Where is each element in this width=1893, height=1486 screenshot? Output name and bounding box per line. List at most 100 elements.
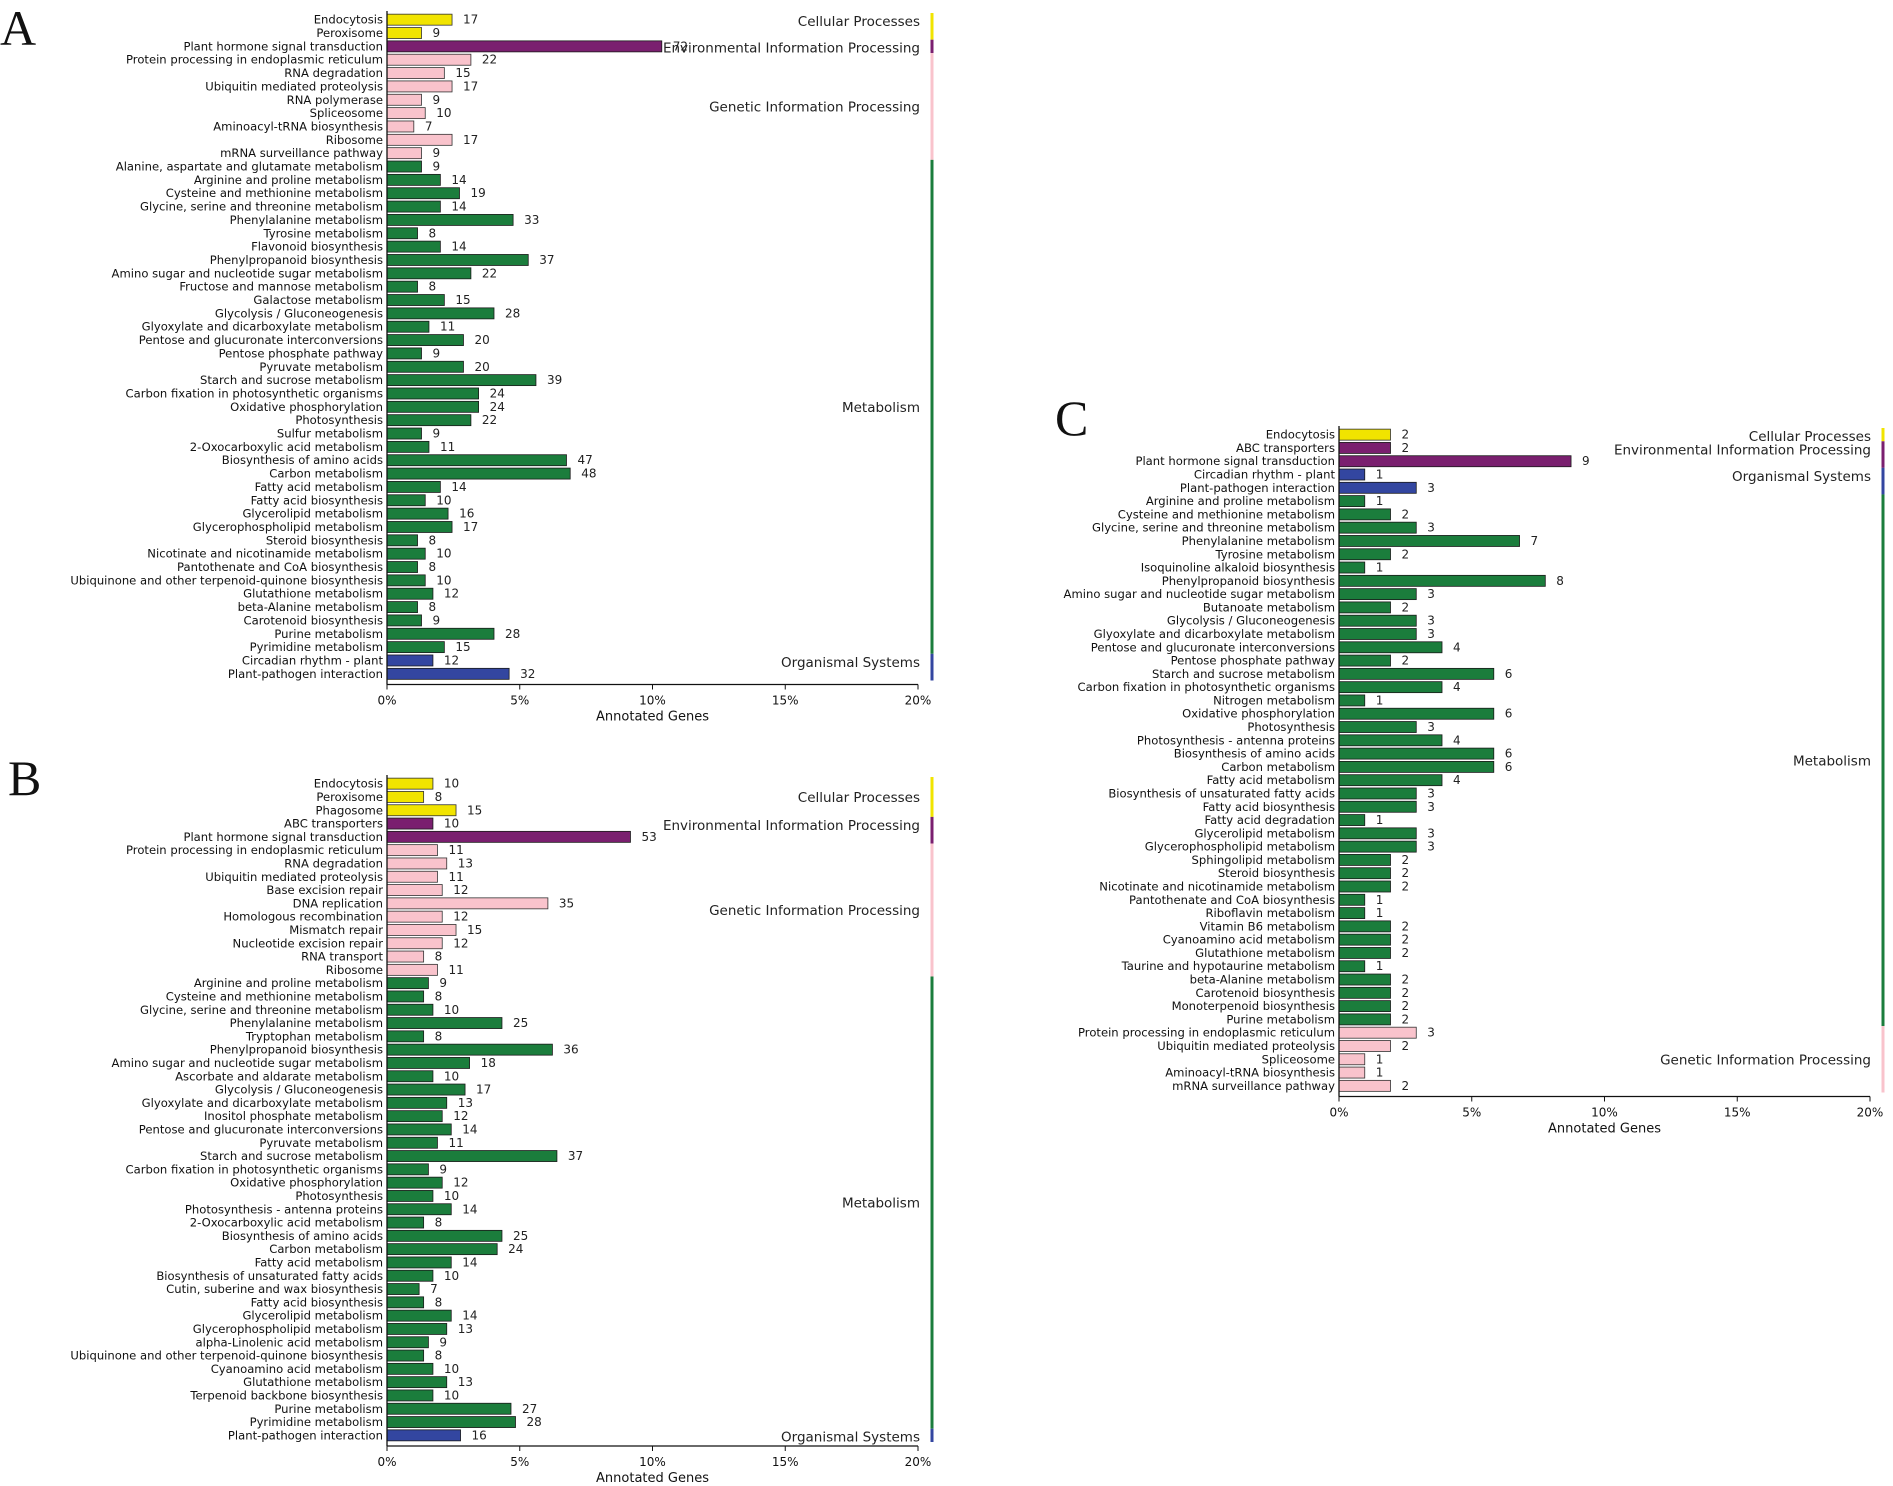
- bar-cyanoamino-acid-metabolism: [1338, 933, 1391, 946]
- category-label: Cysteine and methionine metabolism: [1118, 507, 1335, 521]
- category-label: Purine metabolism: [274, 627, 383, 641]
- value-label: 10: [436, 547, 451, 561]
- category-label: Nitrogen metabolism: [1213, 693, 1335, 707]
- value-label: 2: [1402, 880, 1410, 894]
- bar-glycerophospholipid-metabolism: [386, 1323, 448, 1335]
- category-label: Fatty acid metabolism: [1207, 773, 1335, 787]
- x-tick-label: 15%: [1724, 1106, 1751, 1120]
- value-label: 20: [474, 360, 489, 374]
- bar-ubiquitin-mediated-proteolysis: [386, 870, 438, 883]
- bar-nitrogen-metabolism: [1338, 694, 1366, 707]
- value-label: 2: [1402, 946, 1410, 960]
- group-label-organismal-systems: Organismal Systems: [781, 1430, 920, 1446]
- value-label: 9: [433, 93, 441, 107]
- category-label: Glycine, serine and threonine metabolism: [140, 200, 383, 214]
- value-label: 3: [1427, 840, 1435, 854]
- value-label: 8: [429, 533, 437, 547]
- category-label: Pentose and glucuronate interconversions: [139, 1122, 383, 1136]
- value-label: 9: [433, 427, 441, 441]
- category-label: Sulfur metabolism: [277, 427, 383, 441]
- bar-glycolysis-gluconeogenesis: [1338, 614, 1417, 627]
- group-label-environmental-information-processing: Environmental Information Processing: [663, 41, 920, 57]
- bar-terpenoid-backbone-biosynthesis: [386, 1389, 434, 1402]
- category-label: Pyruvate metabolism: [259, 1136, 383, 1150]
- value-label: 1: [1376, 959, 1384, 973]
- x-tick-label: 15%: [772, 1455, 799, 1469]
- group-rail-environmental-information-processing: [930, 39, 934, 54]
- category-label: Glycerophospholipid metabolism: [1145, 840, 1335, 854]
- group-label-genetic-information-processing: Genetic Information Processing: [709, 903, 920, 919]
- category-label: Glyoxylate and dicarboxylate metabolism: [142, 320, 383, 334]
- bar-mrna-surveillance-pathway: [1338, 1079, 1391, 1092]
- category-label: Carbon fixation in photosynthetic organi…: [126, 1162, 383, 1176]
- value-label: 10: [444, 1189, 459, 1203]
- value-label: 10: [436, 493, 451, 507]
- category-label: 2-Oxocarboxylic acid metabolism: [190, 440, 383, 454]
- value-label: 8: [435, 790, 443, 804]
- value-label: 4: [1453, 773, 1461, 787]
- category-label: DNA replication: [293, 896, 383, 910]
- panel-label: C: [1055, 390, 1088, 446]
- bar-oxidative-phosphorylation: [386, 1176, 443, 1189]
- bar-arginine-and-proline-metabolism: [1338, 495, 1366, 507]
- bar-glycerolipid-metabolism: [1338, 827, 1417, 840]
- value-label: 15: [455, 640, 470, 654]
- category-label: Phenylalanine metabolism: [230, 213, 383, 227]
- value-label: 2: [1402, 999, 1410, 1013]
- bar-circadian-rhythm-plant: [386, 654, 434, 667]
- value-label: 1: [1376, 468, 1384, 482]
- category-label: Aminoacyl-tRNA biosynthesis: [1165, 1066, 1335, 1080]
- bar-fatty-acid-degradation: [1338, 814, 1366, 826]
- bar-homologous-recombination: [386, 910, 443, 923]
- bar-glycolysis-gluconeogenesis: [386, 307, 495, 320]
- bar-phenylalanine-metabolism: [1338, 535, 1520, 547]
- group-rail-cellular-processes: [930, 13, 934, 40]
- category-label: Photosynthesis: [295, 1189, 383, 1203]
- x-tick-label: 5%: [1462, 1106, 1481, 1120]
- bar-cutin-suberine-and-wax-biosynthesis: [386, 1283, 420, 1295]
- value-label: 1: [1376, 693, 1384, 707]
- bar-photosynthesis-antenna-proteins: [1338, 734, 1443, 747]
- bar-protein-processing-in-endoplasmic-reticulum: [386, 53, 472, 66]
- bar-biosynthesis-of-amino-acids: [386, 454, 567, 467]
- group-rail-environmental-information-processing: [1881, 441, 1885, 468]
- bar-phenylalanine-metabolism: [386, 214, 514, 226]
- x-tick-label: 15%: [772, 694, 799, 708]
- category-label: Tryptophan metabolism: [245, 1029, 383, 1043]
- x-tick-label: 10%: [1591, 1106, 1618, 1120]
- value-label: 3: [1427, 587, 1435, 601]
- bar-alpha-linolenic-acid-metabolism: [386, 1336, 429, 1349]
- category-label: Carotenoid biosynthesis: [244, 613, 383, 627]
- category-label: Plant hormone signal transduction: [183, 39, 383, 53]
- bar-carbon-metabolism: [386, 1243, 498, 1256]
- category-label: Pentose and glucuronate interconversions: [1091, 640, 1335, 654]
- value-label: 39: [547, 373, 562, 387]
- value-label: 17: [463, 520, 478, 534]
- value-label: 9: [433, 346, 441, 360]
- panel-b: B Endocytosis 10 Peroxisome 8 Phagosome 15 ABC …: [8, 750, 934, 1486]
- value-label: 11: [448, 1136, 463, 1150]
- category-label: Arginine and proline metabolism: [1146, 494, 1335, 508]
- x-tick-label: 10%: [639, 1455, 666, 1469]
- category-label: Amino sugar and nucleotide sugar metabol…: [112, 266, 383, 280]
- value-label: 1: [1376, 893, 1384, 907]
- bar-ubiquitin-mediated-proteolysis: [386, 80, 453, 93]
- bar-ubiquinone-and-other-terpenoid-quinone-biosynthesis: [386, 574, 426, 587]
- bar-glycine-serine-and-threonine-metabolism: [386, 1003, 434, 1016]
- bar-carbon-fixation-in-photosynthetic-organisms: [1338, 681, 1443, 694]
- bar-protein-processing-in-endoplasmic-reticulum: [386, 844, 438, 857]
- value-label: 7: [1531, 534, 1539, 548]
- bar-plant-hormone-signal-transduction: [386, 830, 631, 843]
- bar-pyruvate-metabolism: [386, 1136, 438, 1149]
- bar-dna-replication: [386, 897, 549, 910]
- value-label: 32: [520, 667, 535, 681]
- category-label: Glycerolipid metabolism: [242, 507, 383, 521]
- bar-arginine-and-proline-metabolism: [386, 173, 441, 186]
- category-label: Circadian rhythm - plant: [1194, 468, 1336, 482]
- category-label: RNA polymerase: [287, 93, 383, 107]
- category-label: Cyanoamino acid metabolism: [211, 1362, 383, 1376]
- value-label: 37: [539, 253, 554, 267]
- bar-phenylpropanoid-biosynthesis: [386, 254, 529, 266]
- category-label: Plant-pathogen interaction: [228, 667, 383, 681]
- category-label: Glyoxylate and dicarboxylate metabolism: [142, 1096, 383, 1110]
